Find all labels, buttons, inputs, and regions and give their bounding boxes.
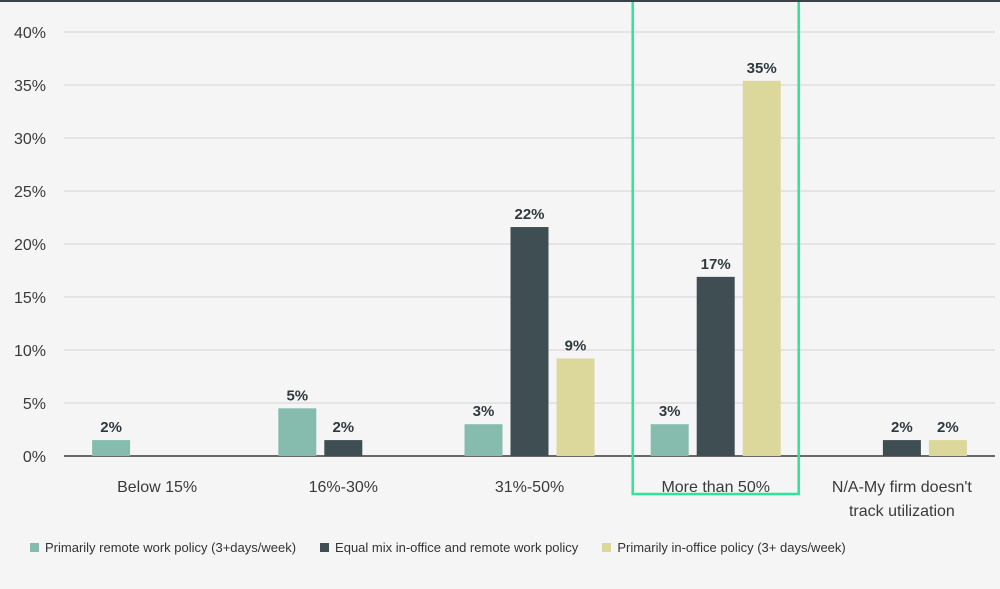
bar <box>650 424 689 456</box>
highlight-box <box>631 2 800 496</box>
y-tick-label: 35% <box>14 78 46 95</box>
bar <box>696 276 735 456</box>
bar <box>92 440 131 456</box>
data-label: 2% <box>332 419 354 436</box>
bar <box>464 424 503 456</box>
legend: Primarily remote work policy (3+days/wee… <box>30 540 990 555</box>
data-label: 17% <box>701 256 731 273</box>
data-label: 3% <box>473 403 495 420</box>
legend-swatch <box>602 543 612 552</box>
label-layer: 0% 5% 10% 15% 20% 25% 30% 35% 40% 2% Below 15% 5% 2%… <box>14 25 972 520</box>
x-tick-label: More than 50% <box>661 479 770 496</box>
y-tick-label: 25% <box>14 184 46 201</box>
bar <box>324 440 363 456</box>
legend-item: Equal mix in-office and remote work poli… <box>320 540 578 555</box>
data-label: 2% <box>891 419 913 436</box>
x-tick-label: track utilization <box>849 503 955 520</box>
y-tick-label: 5% <box>23 396 46 413</box>
highlight-layer <box>631 2 800 496</box>
bar-layer <box>92 80 967 456</box>
legend-swatch <box>30 543 39 552</box>
y-tick-label: 0% <box>23 449 46 466</box>
bar <box>742 80 781 456</box>
legend-item: Primarily remote work policy (3+days/wee… <box>30 540 296 555</box>
legend-item: Primarily in-office policy (3+ days/week… <box>602 540 846 555</box>
bar <box>556 358 595 456</box>
bar <box>510 227 549 456</box>
x-tick-label: Below 15% <box>117 479 197 496</box>
bar <box>928 440 967 456</box>
y-tick-label: 20% <box>14 237 46 254</box>
x-tick-label: 16%-30% <box>309 479 378 496</box>
y-tick-label: 40% <box>14 25 46 42</box>
x-tick-label: N/A-My firm doesn't <box>832 479 973 496</box>
bar-chart: 0% 5% 10% 15% 20% 25% 30% 35% 40% 2% Below 15% 5% 2%… <box>14 2 995 520</box>
data-label: 5% <box>286 387 308 404</box>
data-label: 22% <box>514 206 544 223</box>
legend-label: Equal mix in-office and remote work poli… <box>335 540 579 555</box>
y-tick-label: 10% <box>14 343 46 360</box>
data-label: 3% <box>659 403 681 420</box>
y-tick-label: 15% <box>14 290 46 307</box>
legend-label: Primarily in-office policy (3+ days/week… <box>617 540 846 555</box>
legend-label: Primarily remote work policy (3+days/wee… <box>45 540 297 555</box>
bar <box>278 408 317 456</box>
data-label: 35% <box>747 60 777 77</box>
x-tick-label: 31%-50% <box>495 479 564 496</box>
data-label: 9% <box>565 337 587 354</box>
data-label: 2% <box>100 419 122 436</box>
data-label: 2% <box>937 419 959 436</box>
legend-swatch <box>320 543 330 552</box>
bar <box>882 440 921 456</box>
y-tick-label: 30% <box>14 131 46 148</box>
